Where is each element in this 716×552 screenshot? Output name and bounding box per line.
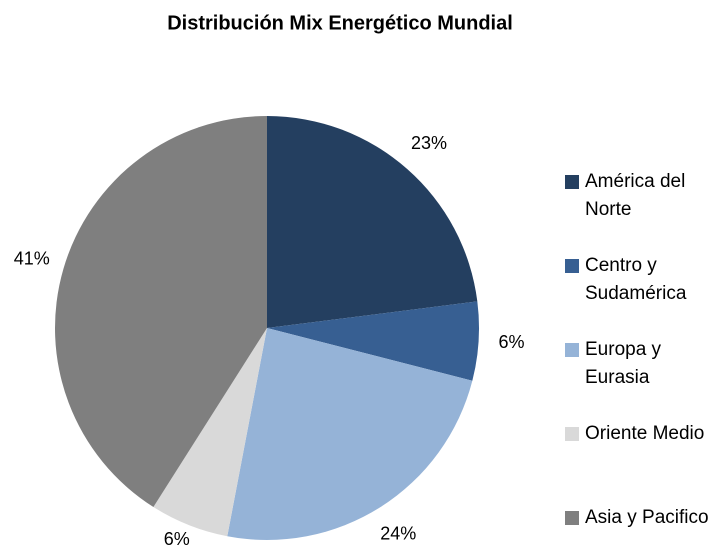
pie-slice <box>54 116 267 507</box>
legend-swatch <box>565 511 579 525</box>
legend-item: Centro y Sudamérica <box>565 252 715 308</box>
legend-item: América del Norte <box>565 168 715 224</box>
legend-swatch <box>565 427 579 441</box>
pie-slice <box>267 301 479 381</box>
data-label: 23% <box>411 133 447 153</box>
legend-swatch <box>565 343 579 357</box>
legend-label: Europa y Eurasia <box>585 339 662 388</box>
legend-item: Europa y Eurasia <box>565 336 715 392</box>
legend-item: Asia y Pacifico <box>565 504 715 532</box>
pie-slice <box>267 116 478 328</box>
legend-label: Asia y Pacifico <box>585 507 709 528</box>
data-label: 24% <box>380 524 416 544</box>
legend-label: Centro y Sudamérica <box>585 255 687 304</box>
legend-label: Oriente Medio <box>585 423 705 444</box>
data-label: 6% <box>499 332 525 352</box>
legend-swatch <box>565 175 579 189</box>
data-label: 41% <box>14 248 50 268</box>
pie-slice <box>227 328 473 540</box>
pie-slice <box>153 328 267 537</box>
legend-label: América del Norte <box>585 171 686 220</box>
legend-item: Oriente Medio <box>565 420 715 448</box>
legend-swatch <box>565 259 579 273</box>
chart-title: Distribución Mix Energético Mundial <box>167 12 513 34</box>
data-label: 6% <box>164 529 190 549</box>
